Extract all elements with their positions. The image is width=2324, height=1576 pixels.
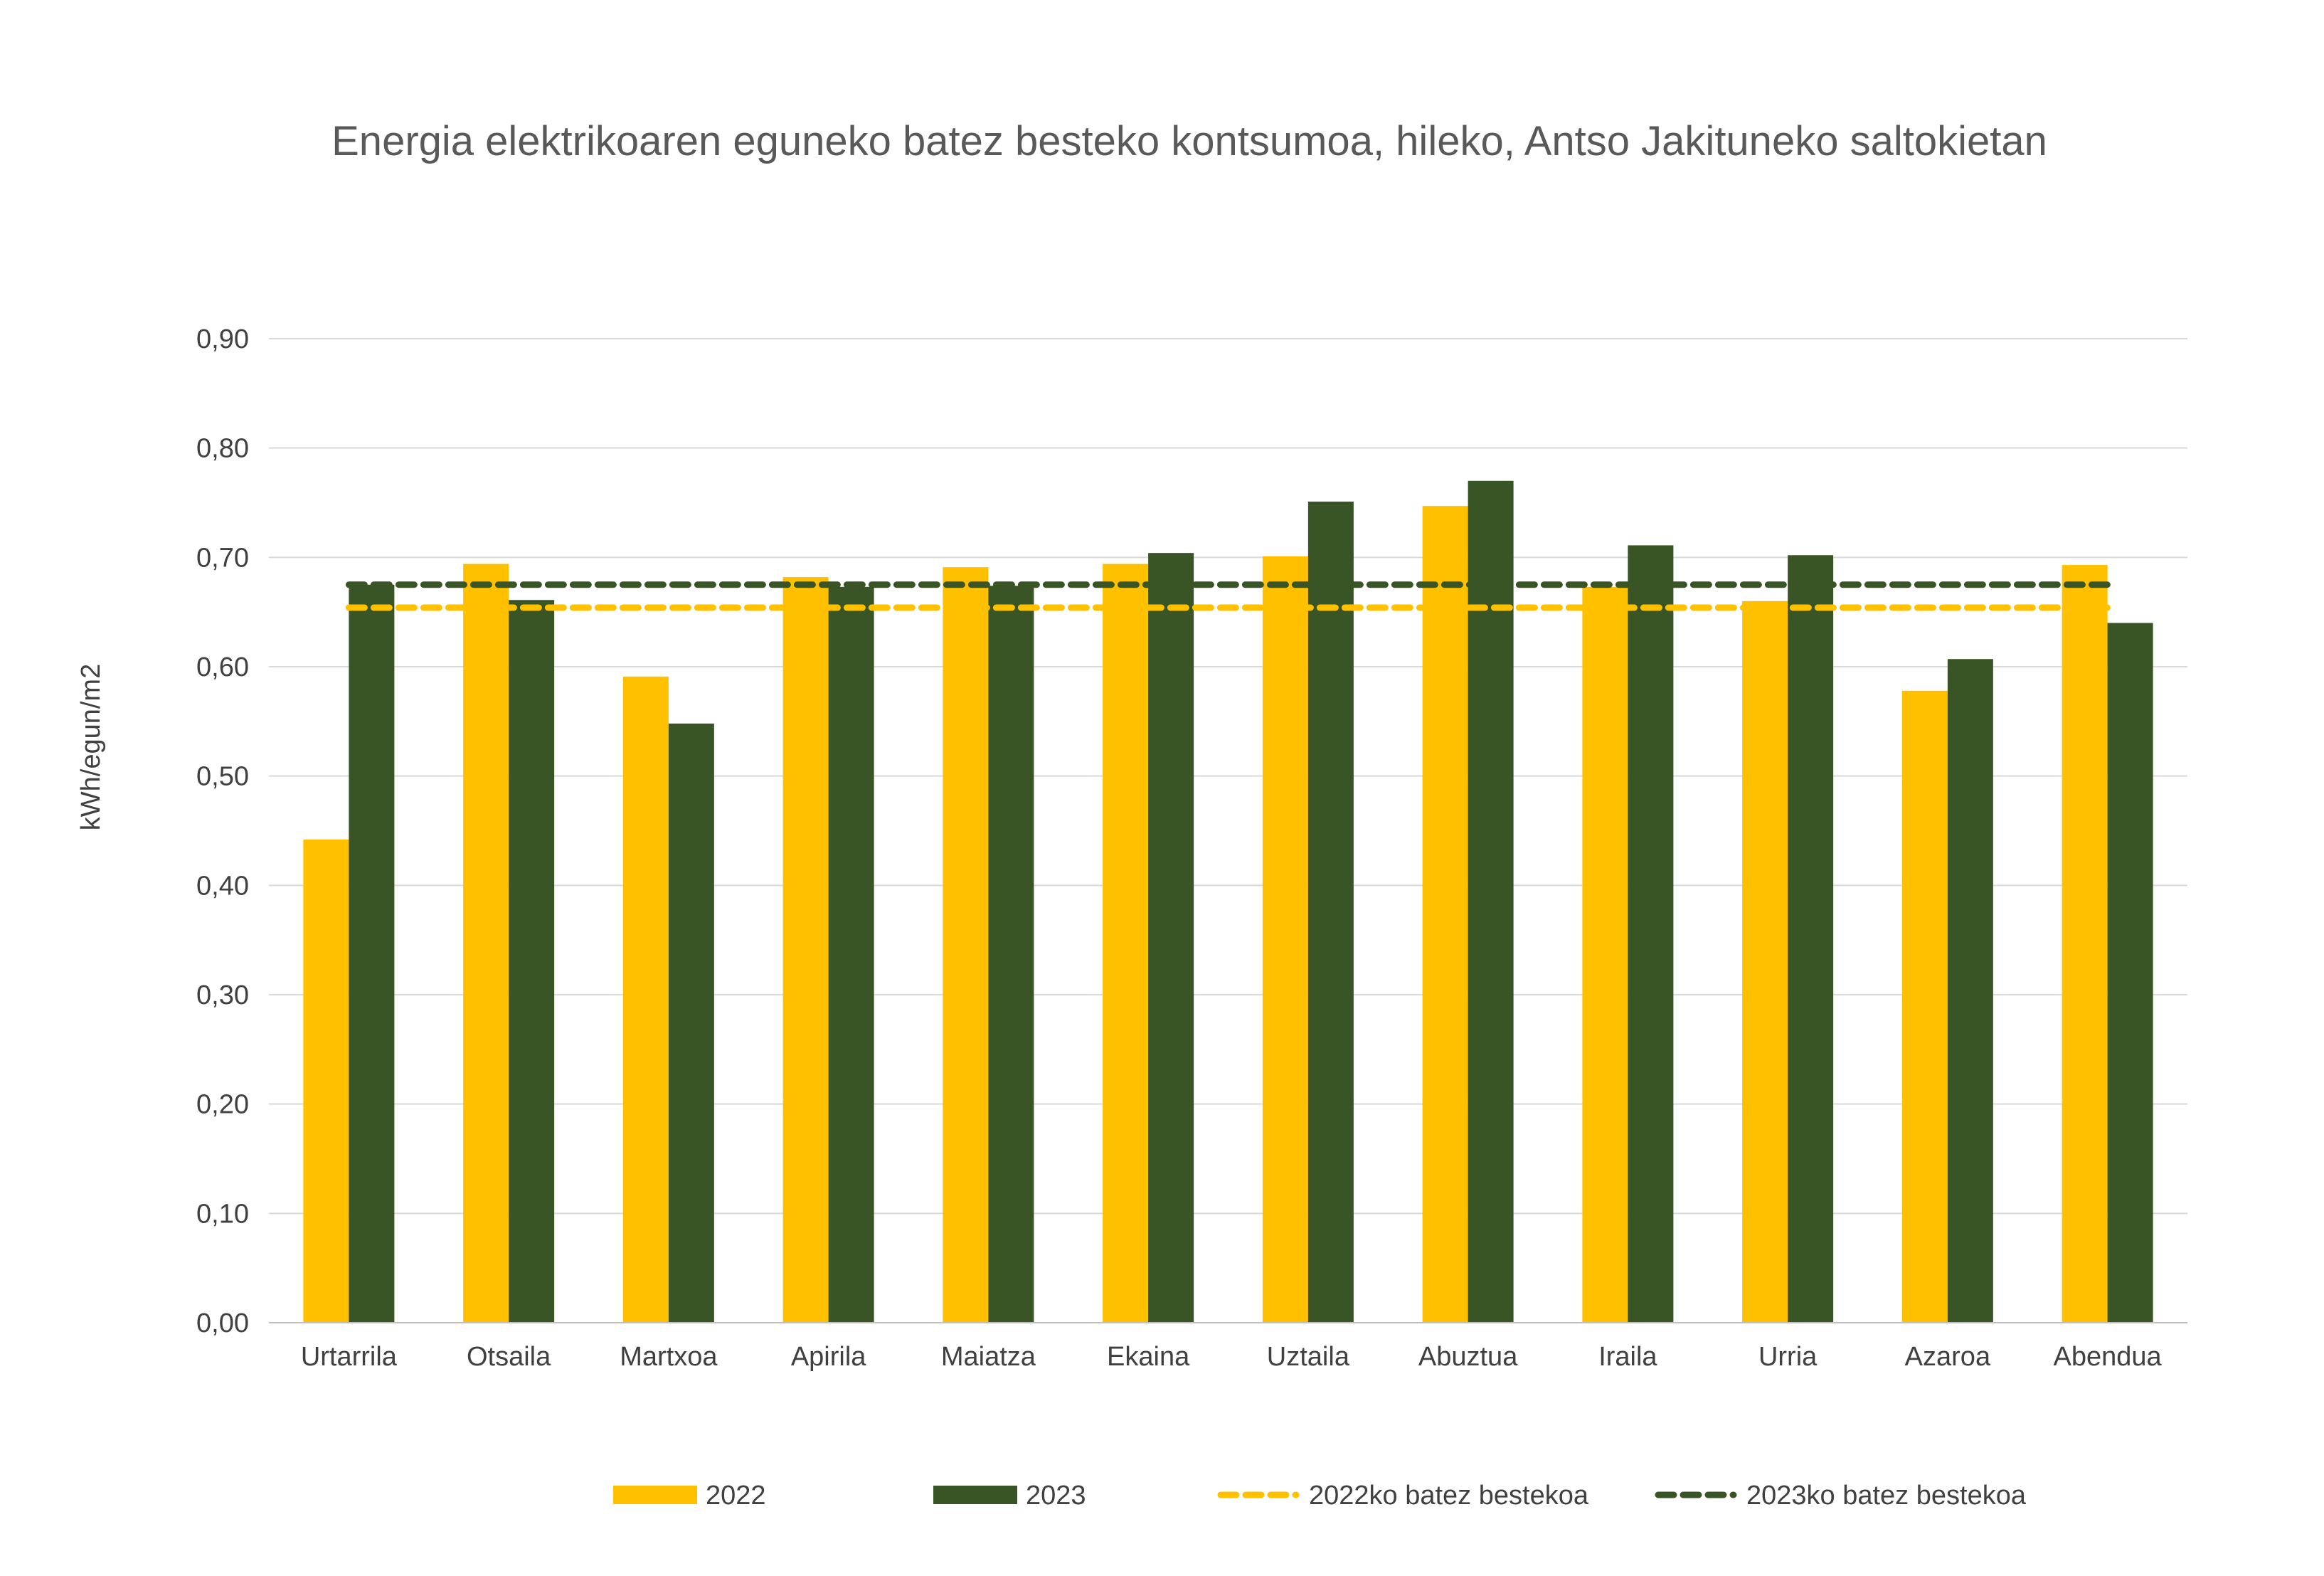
- bar-2023: [1947, 659, 1993, 1323]
- x-tick-label: Urtarrila: [301, 1342, 398, 1372]
- bar-2023: [349, 584, 395, 1323]
- y-tick-label: 0,70: [196, 543, 249, 573]
- bar-2023: [1628, 545, 1674, 1323]
- x-tick-label: Otsaila: [467, 1342, 551, 1372]
- bar-2022: [1901, 690, 1948, 1323]
- y-tick-label: 0,50: [196, 762, 249, 792]
- bar-2022: [622, 676, 669, 1323]
- legend-item: 2022ko batez bestekoa: [1217, 1481, 1589, 1511]
- x-tick-label: Uztaila: [1267, 1342, 1350, 1372]
- x-tick-label: Apirila: [791, 1342, 866, 1372]
- y-tick-label: 0,00: [196, 1308, 249, 1338]
- y-tick-label: 0,30: [196, 980, 249, 1010]
- average-lines: [345, 581, 2111, 611]
- bar-2022: [1742, 601, 1788, 1323]
- x-tick-label: Martxoa: [620, 1342, 718, 1372]
- legend: 2022 2023 2022ko batez bestekoa 2023ko bate…: [613, 1481, 2027, 1511]
- legend-label: 2023ko batez bestekoa: [1746, 1481, 2027, 1511]
- bar-2022: [943, 567, 989, 1323]
- legend-item: 2023ko batez bestekoa: [1655, 1481, 2027, 1511]
- legend-item: 2022: [613, 1481, 766, 1511]
- gridlines: [269, 338, 2187, 1215]
- bar-2022: [1582, 586, 1628, 1323]
- y-tick-label: 0,90: [196, 324, 249, 354]
- bar-2023: [988, 586, 1034, 1323]
- y-tick-label: 0,10: [196, 1199, 249, 1229]
- bar-2022: [1422, 506, 1468, 1323]
- legend-swatch: [613, 1486, 697, 1504]
- legend-item: 2023: [933, 1481, 1086, 1511]
- bar-2022: [1103, 564, 1149, 1323]
- legend-label: 2023: [1026, 1481, 1086, 1511]
- y-axis-label: kWh/egun/m2: [76, 664, 106, 830]
- bar-2023: [1468, 480, 1514, 1323]
- x-tick-label: Maiatza: [941, 1342, 1036, 1372]
- bar-2023: [1788, 555, 1834, 1323]
- bar-2023: [2107, 623, 2153, 1323]
- bar-2022: [2062, 565, 2108, 1323]
- x-tick-label: Abendua: [2054, 1342, 2163, 1372]
- x-tick-label: Ekaina: [1107, 1342, 1190, 1372]
- y-tick-label: 0,20: [196, 1090, 249, 1120]
- legend-label: 2022: [706, 1481, 766, 1511]
- x-tick-label: Iraila: [1598, 1342, 1657, 1372]
- bar-2022: [463, 564, 509, 1323]
- y-tick-label: 0,80: [196, 434, 249, 464]
- bar-2023: [828, 586, 874, 1323]
- y-tick-label: 0,40: [196, 871, 249, 901]
- chart-title: Energia elektrikoaren eguneko batez best…: [331, 118, 2047, 164]
- bar-2022: [303, 839, 349, 1323]
- axes: 0,00 0,10 0,20 0,30 0,40 0,50 0,60 0,70 0,80 0,90…: [196, 324, 2187, 1372]
- bar-2023: [1307, 501, 1354, 1323]
- bar-2022: [1262, 556, 1308, 1323]
- y-tick-label: 0,60: [196, 652, 249, 682]
- legend-swatch: [933, 1486, 1017, 1504]
- bar-2022: [782, 576, 829, 1323]
- x-tick-label: Urria: [1758, 1342, 1818, 1372]
- bar-2023: [509, 600, 555, 1323]
- x-tick-label: Abuztua: [1418, 1342, 1518, 1372]
- bars: [303, 480, 2153, 1323]
- legend-label: 2022ko batez bestekoa: [1309, 1481, 1589, 1511]
- bar-2023: [1148, 553, 1194, 1323]
- bar-2023: [668, 723, 714, 1323]
- x-tick-label: Azaroa: [1905, 1342, 1991, 1372]
